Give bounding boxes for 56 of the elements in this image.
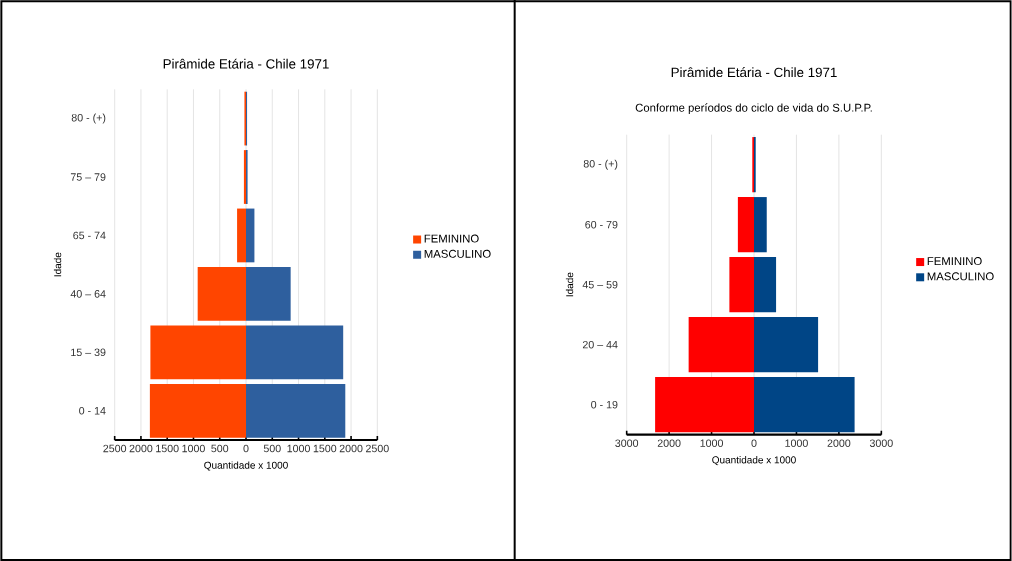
bar xyxy=(754,256,777,313)
x-tick-label: 500 xyxy=(263,444,281,453)
chart-subtitle: Conforme períodos do ciclo de vida do S.U.P.P. xyxy=(635,103,872,114)
x-tick-label: 1000 xyxy=(700,439,724,447)
bar xyxy=(246,208,255,263)
x-tick-label: 0 xyxy=(243,444,249,453)
chart-title: Pirâmide Etária - Chile 1971 xyxy=(671,66,837,77)
x-axis-title: Quantidade x 1000 xyxy=(204,461,288,471)
y-axis-title: Idade xyxy=(565,272,574,297)
x-tick-label: 1000 xyxy=(785,439,808,447)
bar xyxy=(246,383,346,438)
bar xyxy=(737,196,754,253)
x-tick-label: 2000 xyxy=(657,439,681,447)
x-tick-label: 2500 xyxy=(366,444,389,453)
bar xyxy=(150,325,247,380)
y-tick-label: 15 – 39 xyxy=(71,348,106,356)
y-tick-label: 45 – 59 xyxy=(582,280,618,289)
y-tick-label: 75 – 79 xyxy=(70,173,106,181)
bar xyxy=(246,266,291,321)
chart-title: Pirâmide Etária - Chile 1971 xyxy=(163,58,329,69)
y-tick-label: 80 - (+) xyxy=(583,159,618,170)
y-axis-title: Idade xyxy=(53,252,62,277)
y-tick-label: 40 – 64 xyxy=(70,289,106,298)
x-tick-label: 1000 xyxy=(182,444,205,453)
x-tick-label: 2500 xyxy=(103,444,127,453)
x-tick-label: 2000 xyxy=(827,439,851,447)
bar xyxy=(149,383,247,438)
y-tick-label: 0 - 14 xyxy=(79,406,106,415)
y-tick-label: 20 – 44 xyxy=(582,340,618,349)
x-tick-label: 1000 xyxy=(287,444,310,453)
bar xyxy=(688,316,754,373)
x-tick-label: 2000 xyxy=(129,444,153,453)
bar xyxy=(754,376,855,433)
x-tick-label: 500 xyxy=(211,444,229,453)
x-tick-label: 1500 xyxy=(156,444,179,453)
bar xyxy=(197,266,247,321)
y-tick-label: 60 - 79 xyxy=(585,220,618,229)
y-tick-label: 65 - 74 xyxy=(73,231,106,240)
x-tick-label: 2000 xyxy=(339,444,363,453)
bar xyxy=(754,196,767,253)
bar xyxy=(729,256,754,313)
x-axis-title: Quantidade x 1000 xyxy=(712,455,796,466)
bar xyxy=(237,208,247,263)
legend-label: MASCULINO xyxy=(927,272,994,281)
legend-label: FEMININO xyxy=(927,256,982,265)
legend-label: MASCULINO xyxy=(424,249,491,258)
x-tick-label: 0 xyxy=(751,439,757,447)
bar xyxy=(754,316,819,373)
legend-label: FEMININO xyxy=(424,234,479,243)
y-tick-label: 0 - 19 xyxy=(591,400,618,409)
bar xyxy=(246,325,344,380)
x-tick-label: 1500 xyxy=(313,444,337,453)
bar xyxy=(655,376,754,433)
x-tick-label: 3000 xyxy=(869,439,893,447)
x-tick-label: 3000 xyxy=(615,439,639,447)
y-tick-label: 80 - (+) xyxy=(71,113,106,124)
